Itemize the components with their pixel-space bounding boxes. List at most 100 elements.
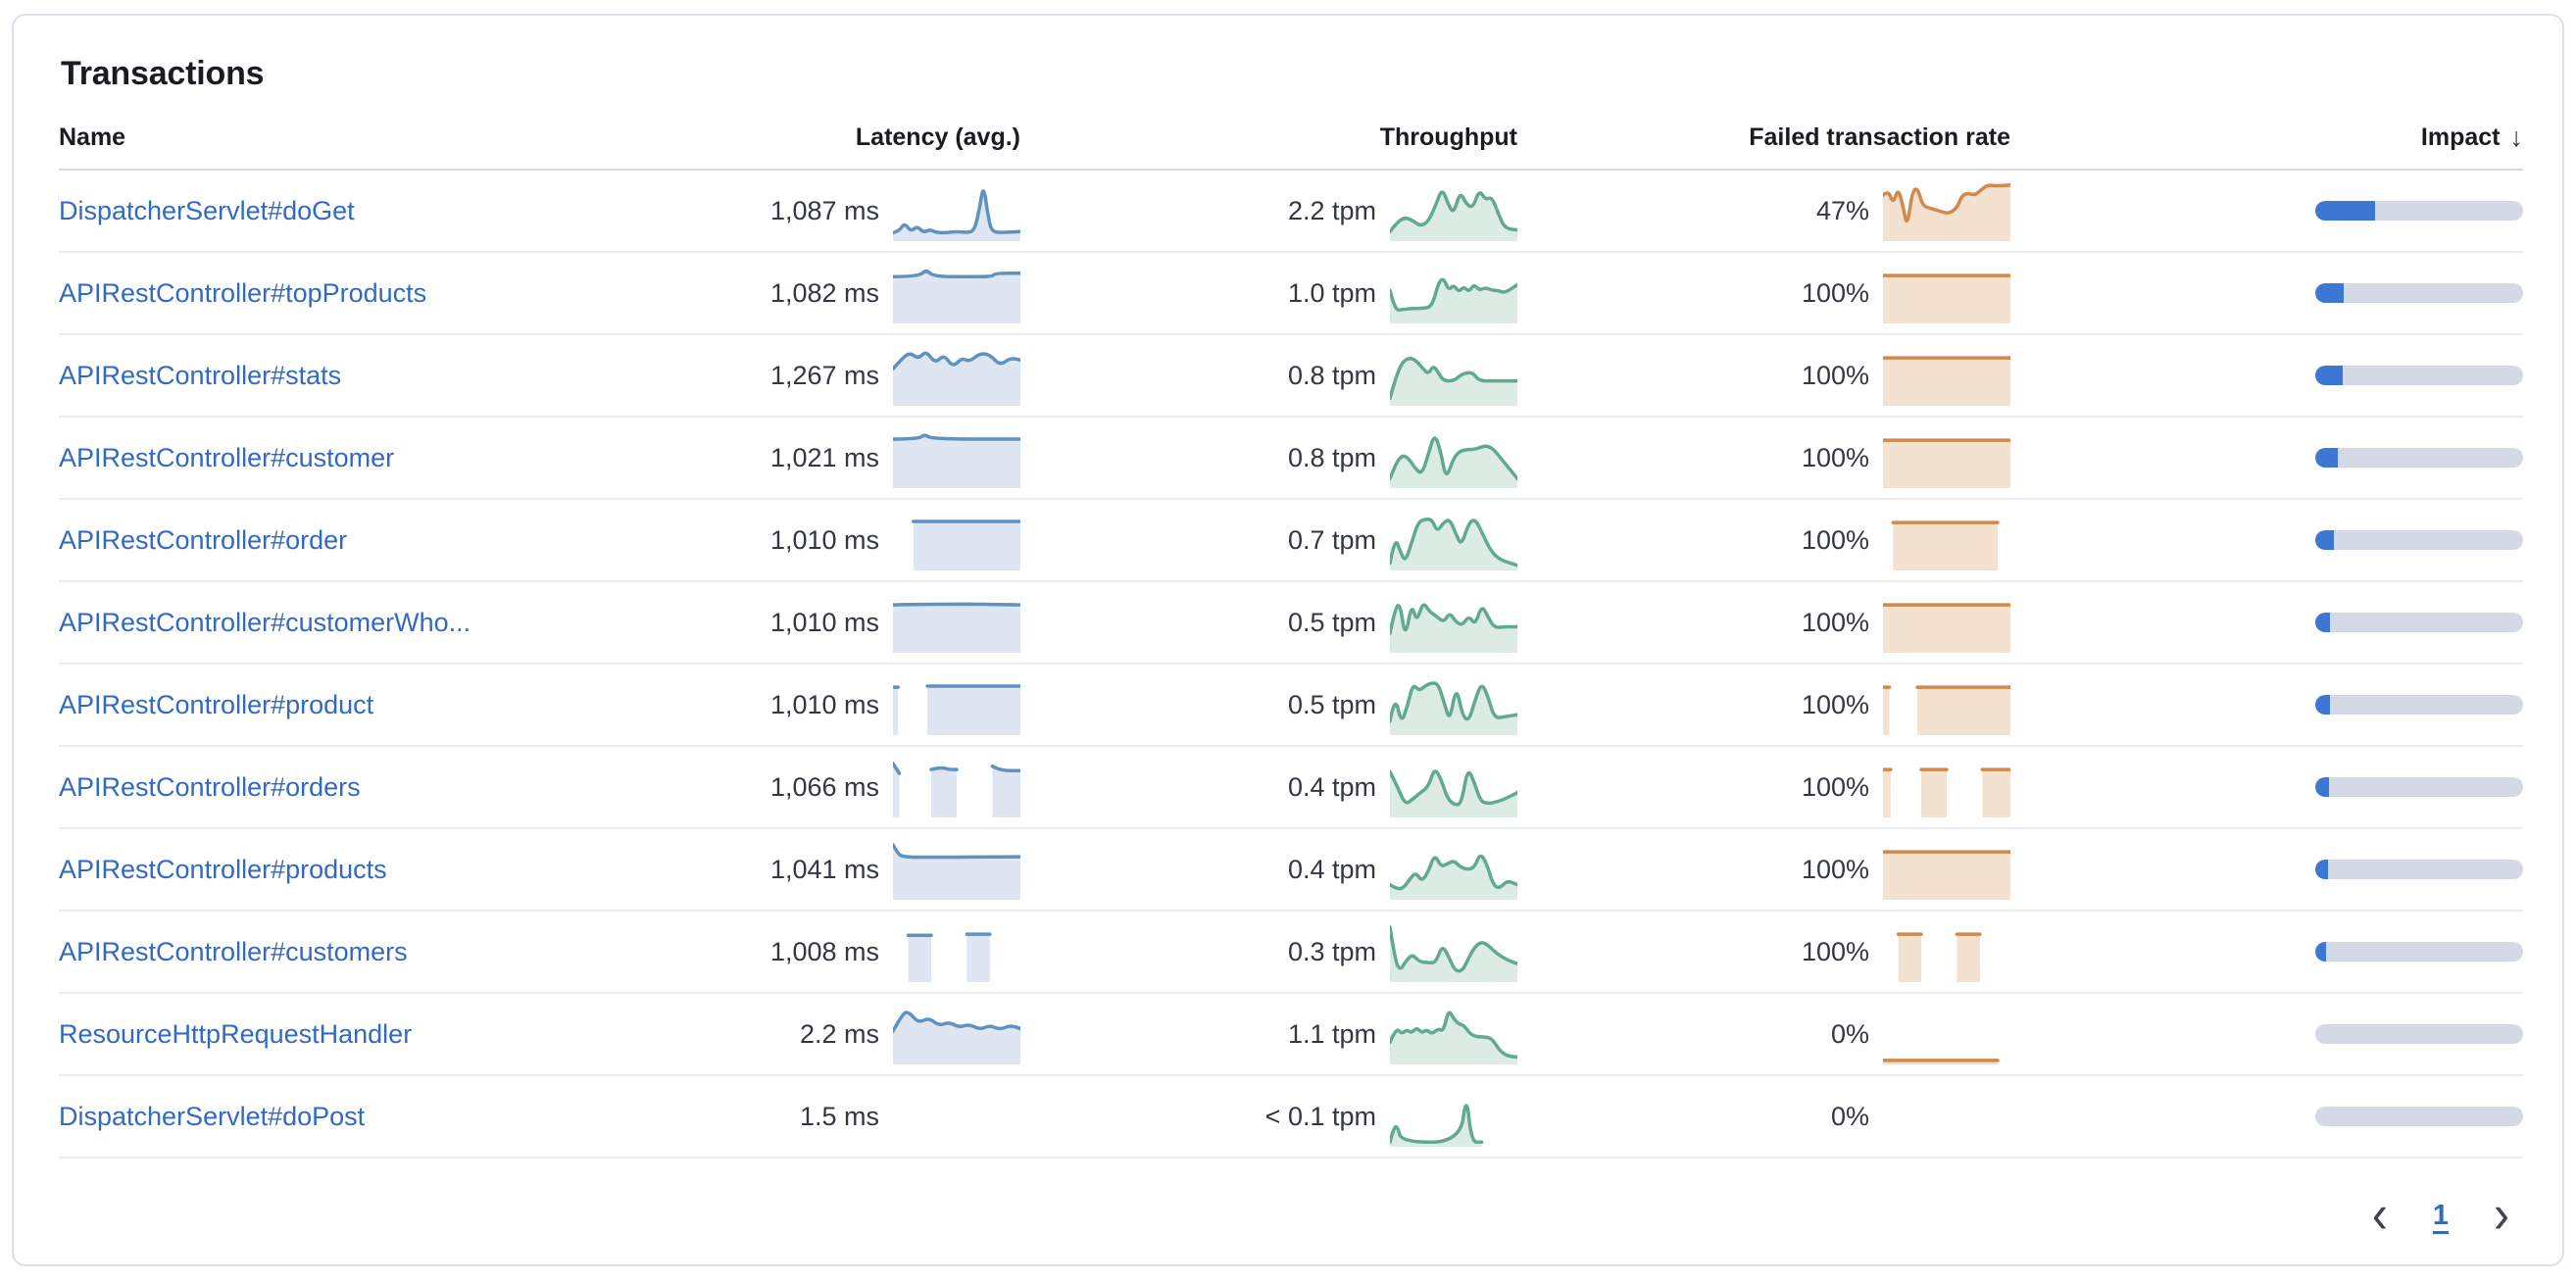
pagination: ‹ 1 ›: [59, 1159, 2523, 1245]
failed-rate-value: 100%: [1801, 771, 1869, 802]
failed-rate-sparkline-svg: [1883, 767, 2010, 817]
throughput-cell: 0.8 tpm: [1020, 345, 1517, 406]
throughput-sparkline: [1390, 427, 1517, 488]
failed-rate-sparkline-svg: [1883, 182, 2010, 241]
throughput-value: 0.3 tpm: [1287, 936, 1376, 966]
latency-sparkline: [893, 510, 1020, 570]
column-header-throughput[interactable]: Throughput: [1020, 123, 1517, 152]
latency-value: 1,010 ms: [769, 607, 879, 637]
latency-cell: 1,010 ms: [668, 592, 1020, 653]
failed-rate-cell: 100%: [1517, 345, 2010, 406]
column-header-failed[interactable]: Failed transaction rate: [1517, 123, 2010, 152]
throughput-value: 0.5 tpm: [1287, 607, 1376, 637]
transaction-link[interactable]: APIRestController#orders: [59, 771, 361, 802]
throughput-value: 1.1 tpm: [1287, 1018, 1376, 1049]
latency-sparkline: [893, 674, 1020, 735]
table-row: ResourceHttpRequestHandler 2.2 ms 1.1 tpm 0…: [59, 994, 2523, 1076]
throughput-sparkline-svg: [1390, 277, 1517, 323]
transaction-link[interactable]: APIRestController#customerWho...: [59, 607, 471, 637]
throughput-sparkline: [1390, 1004, 1517, 1064]
throughput-value: 0.5 tpm: [1287, 689, 1376, 719]
table-row: APIRestController#customer 1,021 ms 0.8 tp…: [59, 418, 2523, 500]
impact-bar: [2315, 1107, 2523, 1126]
throughput-cell: 0.8 tpm: [1020, 427, 1517, 488]
latency-sparkline-svg: [893, 1011, 1020, 1064]
previous-page-icon[interactable]: ‹: [2371, 1184, 2388, 1245]
transaction-link[interactable]: ResourceHttpRequestHandler: [59, 1018, 413, 1049]
latency-value: 1,267 ms: [769, 360, 879, 390]
latency-sparkline-svg: [893, 602, 1020, 653]
throughput-sparkline-svg: [1390, 925, 1517, 982]
failed-rate-cell: 100%: [1517, 674, 2010, 735]
failed-rate-sparkline: [1883, 510, 2010, 570]
failed-rate-sparkline: [1883, 592, 2010, 653]
latency-sparkline-svg: [906, 932, 992, 982]
failed-rate-value: 100%: [1801, 607, 1869, 637]
throughput-cell: 0.3 tpm: [1020, 921, 1517, 982]
failed-rate-value: 0%: [1830, 1101, 1869, 1131]
transaction-link[interactable]: DispatcherServlet#doPost: [59, 1101, 366, 1131]
transaction-link[interactable]: APIRestController#product: [59, 689, 374, 719]
latency-sparkline-svg: [893, 843, 1020, 900]
throughput-value: 2.2 tpm: [1287, 195, 1376, 225]
latency-sparkline: [893, 180, 1020, 241]
transaction-link[interactable]: APIRestController#customers: [59, 936, 408, 966]
next-page-icon[interactable]: ›: [2494, 1184, 2509, 1245]
name-cell: APIRestController#order: [59, 525, 668, 556]
latency-sparkline: [893, 921, 1020, 982]
transaction-link[interactable]: APIRestController#stats: [59, 360, 342, 390]
column-header-name[interactable]: Name: [59, 123, 668, 152]
impact-bar: [2315, 201, 2523, 221]
throughput-sparkline: [1390, 1086, 1517, 1147]
transaction-link[interactable]: APIRestController#products: [59, 854, 387, 884]
failed-rate-sparkline-svg: [1883, 1059, 2000, 1064]
name-cell: APIRestController#customer: [59, 443, 668, 473]
page-number-current[interactable]: 1: [2432, 1199, 2450, 1231]
throughput-sparkline: [1390, 345, 1517, 406]
failed-rate-cell: 100%: [1517, 510, 2010, 570]
failed-rate-sparkline: [1883, 921, 2010, 982]
latency-value: 1,041 ms: [769, 854, 879, 884]
table-row: APIRestController#order 1,010 ms 0.7 tpm 10…: [59, 500, 2523, 582]
latency-value: 1,066 ms: [769, 771, 879, 802]
failed-rate-cell: 0%: [1517, 1086, 2010, 1147]
failed-rate-cell: 47%: [1517, 180, 2010, 241]
column-header-label: Latency (avg.): [855, 123, 1020, 151]
failed-rate-cell: 100%: [1517, 839, 2010, 900]
impact-bar-fill: [2315, 613, 2330, 632]
failed-rate-sparkline: [1883, 839, 2010, 900]
failed-rate-sparkline-svg: [1891, 520, 2000, 570]
throughput-cell: 0.4 tpm: [1020, 757, 1517, 817]
transaction-link[interactable]: APIRestController#customer: [59, 442, 395, 472]
table-row: APIRestController#customerWho... 1,010 ms…: [59, 582, 2523, 665]
impact-bar-fill: [2315, 860, 2328, 879]
name-cell: DispatcherServlet#doGet: [59, 196, 668, 226]
failed-rate-cell: 100%: [1517, 757, 2010, 817]
sort-descending-icon: ↓: [2509, 123, 2524, 152]
failed-rate-sparkline-svg: [1883, 685, 2010, 735]
throughput-value: 0.7 tpm: [1287, 524, 1376, 555]
name-cell: APIRestController#customers: [59, 937, 668, 967]
failed-rate-sparkline-svg: [1883, 356, 2010, 406]
failed-rate-sparkline: [1883, 345, 2010, 406]
transaction-link[interactable]: APIRestController#topProducts: [59, 277, 427, 308]
table-row: APIRestController#product 1,010 ms 0.5 tpm…: [59, 665, 2523, 747]
transaction-link[interactable]: DispatcherServlet#doGet: [59, 195, 355, 225]
table-row: APIRestController#products 1,041 ms 0.4 tp…: [59, 829, 2523, 912]
transaction-link[interactable]: APIRestController#order: [59, 524, 348, 555]
latency-sparkline: [893, 839, 1020, 900]
latency-cell: 2.2 ms: [668, 1004, 1020, 1064]
column-header-impact[interactable]: Impact ↓: [2010, 123, 2523, 153]
failed-rate-value: 100%: [1801, 854, 1869, 884]
impact-cell: [2010, 777, 2523, 797]
column-header-latency[interactable]: Latency (avg.): [668, 123, 1020, 152]
throughput-sparkline-svg: [1390, 1011, 1517, 1064]
failed-rate-cell: 100%: [1517, 427, 2010, 488]
failed-rate-value: 100%: [1801, 936, 1869, 966]
throughput-sparkline-svg: [1390, 769, 1517, 817]
failed-rate-sparkline-svg: [1883, 850, 2010, 900]
impact-bar-fill: [2315, 695, 2330, 715]
throughput-sparkline-svg: [1390, 190, 1517, 241]
throughput-cell: 1.1 tpm: [1020, 1004, 1517, 1064]
table-row: APIRestController#topProducts 1,082 ms 1.0…: [59, 253, 2523, 335]
